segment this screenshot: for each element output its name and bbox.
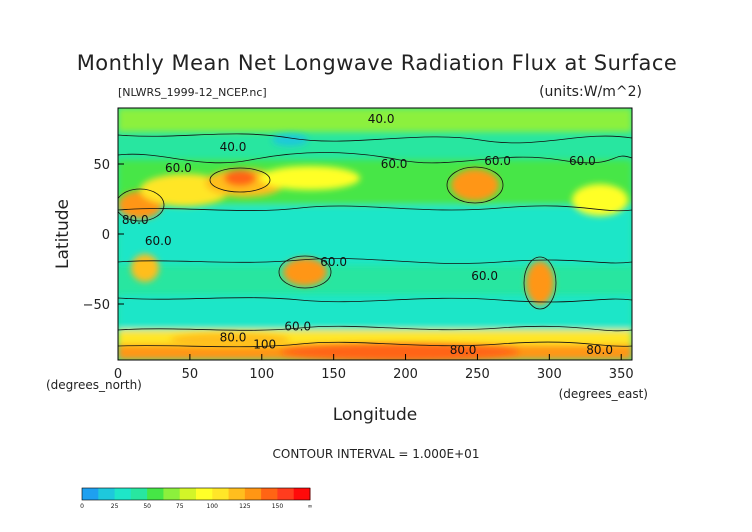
contour-label: 40.0 <box>368 112 395 126</box>
colorbar-tick-label: 25 <box>111 503 119 510</box>
contour-asia <box>209 167 271 193</box>
contour-australia <box>278 255 332 289</box>
y-tick-label: 50 <box>93 158 110 173</box>
colorbar-frame <box>81 487 311 501</box>
contour-label: 80.0 <box>450 343 477 357</box>
hotspot-australia <box>283 258 327 286</box>
x-tick-label: 250 <box>465 367 490 382</box>
contour-label: 60.0 <box>484 154 511 168</box>
contour-label: 60.0 <box>165 161 192 175</box>
contour-north-1 <box>118 152 632 164</box>
chart-subtitle: [NLWRS_1999-12_NCEP.nc] <box>118 86 267 99</box>
colorbar-tick-label: 50 <box>143 503 151 510</box>
contour-label: 60.0 <box>284 319 311 333</box>
colorbar-tick-label: 125 <box>239 503 251 510</box>
hotspot-tibet <box>224 170 256 186</box>
contour-label: 40.0 <box>220 140 247 154</box>
colorbar-swatch <box>130 488 148 500</box>
band-arctic <box>118 108 632 132</box>
contour-label: 60.0 <box>381 157 408 171</box>
colorbar-tick-label: 0 <box>80 503 84 510</box>
colorbar-swatch <box>244 488 262 500</box>
x-tick-label: 200 <box>393 367 418 382</box>
colorbar-tick-label: ∞ <box>308 503 313 510</box>
band-south-ocean <box>118 295 632 330</box>
contour-label: 80.0 <box>220 331 247 345</box>
contour-north-2 <box>118 133 632 144</box>
colorbar-swatch <box>293 488 311 500</box>
contour-tropic-2 <box>118 258 632 264</box>
hotspot-north-america <box>451 169 499 201</box>
contour-africa-north <box>118 188 165 222</box>
contour-label: 60.0 <box>471 269 498 283</box>
contour-label: 60.0 <box>320 255 347 269</box>
colorbar-swatch <box>98 488 116 500</box>
contour-south-2 <box>118 325 632 332</box>
contour-interval-note: CONTOUR INTERVAL = 1.000E+01 <box>273 447 480 461</box>
colorbar-tick-label: 150 <box>272 503 284 510</box>
x-tick-label: 150 <box>321 367 346 382</box>
band-tropics <box>118 205 632 265</box>
colorbar-swatch <box>212 488 230 500</box>
y-axis-label: Latitude <box>53 199 73 269</box>
y-tick-label: 0 <box>102 228 110 243</box>
colorbar-swatch <box>82 488 99 500</box>
x-tick-label: 100 <box>249 367 274 382</box>
hotspot-antarctic-west <box>170 333 290 347</box>
contour-tropic-1 <box>118 205 632 212</box>
colorbar-tick-label: 100 <box>207 503 219 510</box>
contour-south-1 <box>118 297 632 303</box>
x-tick-label: 50 <box>182 367 199 382</box>
contour-label: 80.0 <box>586 343 613 357</box>
hotspot-china <box>260 166 360 190</box>
x-unit-label: (degrees_east) <box>559 387 648 401</box>
colorbar-swatch <box>114 488 132 500</box>
x-tick-label: 300 <box>537 367 562 382</box>
chart-title: Monthly Mean Net Longwave Radiation Flux… <box>77 51 678 75</box>
hotspot-atlantic <box>572 184 628 216</box>
contour-label: 60.0 <box>569 154 596 168</box>
contour-label: 60.0 <box>145 234 172 248</box>
colorbar-swatch <box>147 488 164 500</box>
x-axis-label: Longitude <box>333 405 418 425</box>
axis-ticks: 0 50 100 150 200 250 300 350 50 0 −50 <box>83 158 634 382</box>
y-unit-label: (degrees_north) <box>46 378 142 392</box>
colorbar-tick-label: 75 <box>176 503 184 510</box>
hotspot-antarctic-east <box>280 344 520 360</box>
hotspot-andes <box>526 261 554 305</box>
chart-units: (units:W/m^2) <box>539 84 642 100</box>
contour-south-3 <box>118 341 632 348</box>
contour-lines <box>118 133 632 348</box>
contour-north-america <box>446 166 504 204</box>
colorbar: 0 25 50 75 100 125 150 ∞ <box>80 487 313 510</box>
contour-label-layer: 40.0 40.0 60.0 60.0 60.0 60.0 80.0 60.0 60.0 60.0… <box>122 112 613 357</box>
colorbar-swatch <box>261 488 278 500</box>
contour-andes <box>523 256 557 310</box>
map-field: 40.0 40.0 60.0 60.0 60.0 60.0 80.0 60.0 60.0 60.0… <box>118 108 632 360</box>
x-tick-label: 0 <box>114 367 122 382</box>
contour-label: 80.0 <box>122 213 149 227</box>
contour-label: 100 <box>253 338 276 352</box>
colorbar-swatch <box>277 488 295 500</box>
colorbar-swatch <box>179 488 197 500</box>
colorbar-swatch <box>196 488 213 500</box>
y-tick-label: −50 <box>83 298 110 313</box>
colorbar-swatch <box>228 488 246 500</box>
colorbar-swatch <box>163 488 181 500</box>
hotspot-south-africa <box>131 254 159 282</box>
x-tick-label: 350 <box>609 367 634 382</box>
